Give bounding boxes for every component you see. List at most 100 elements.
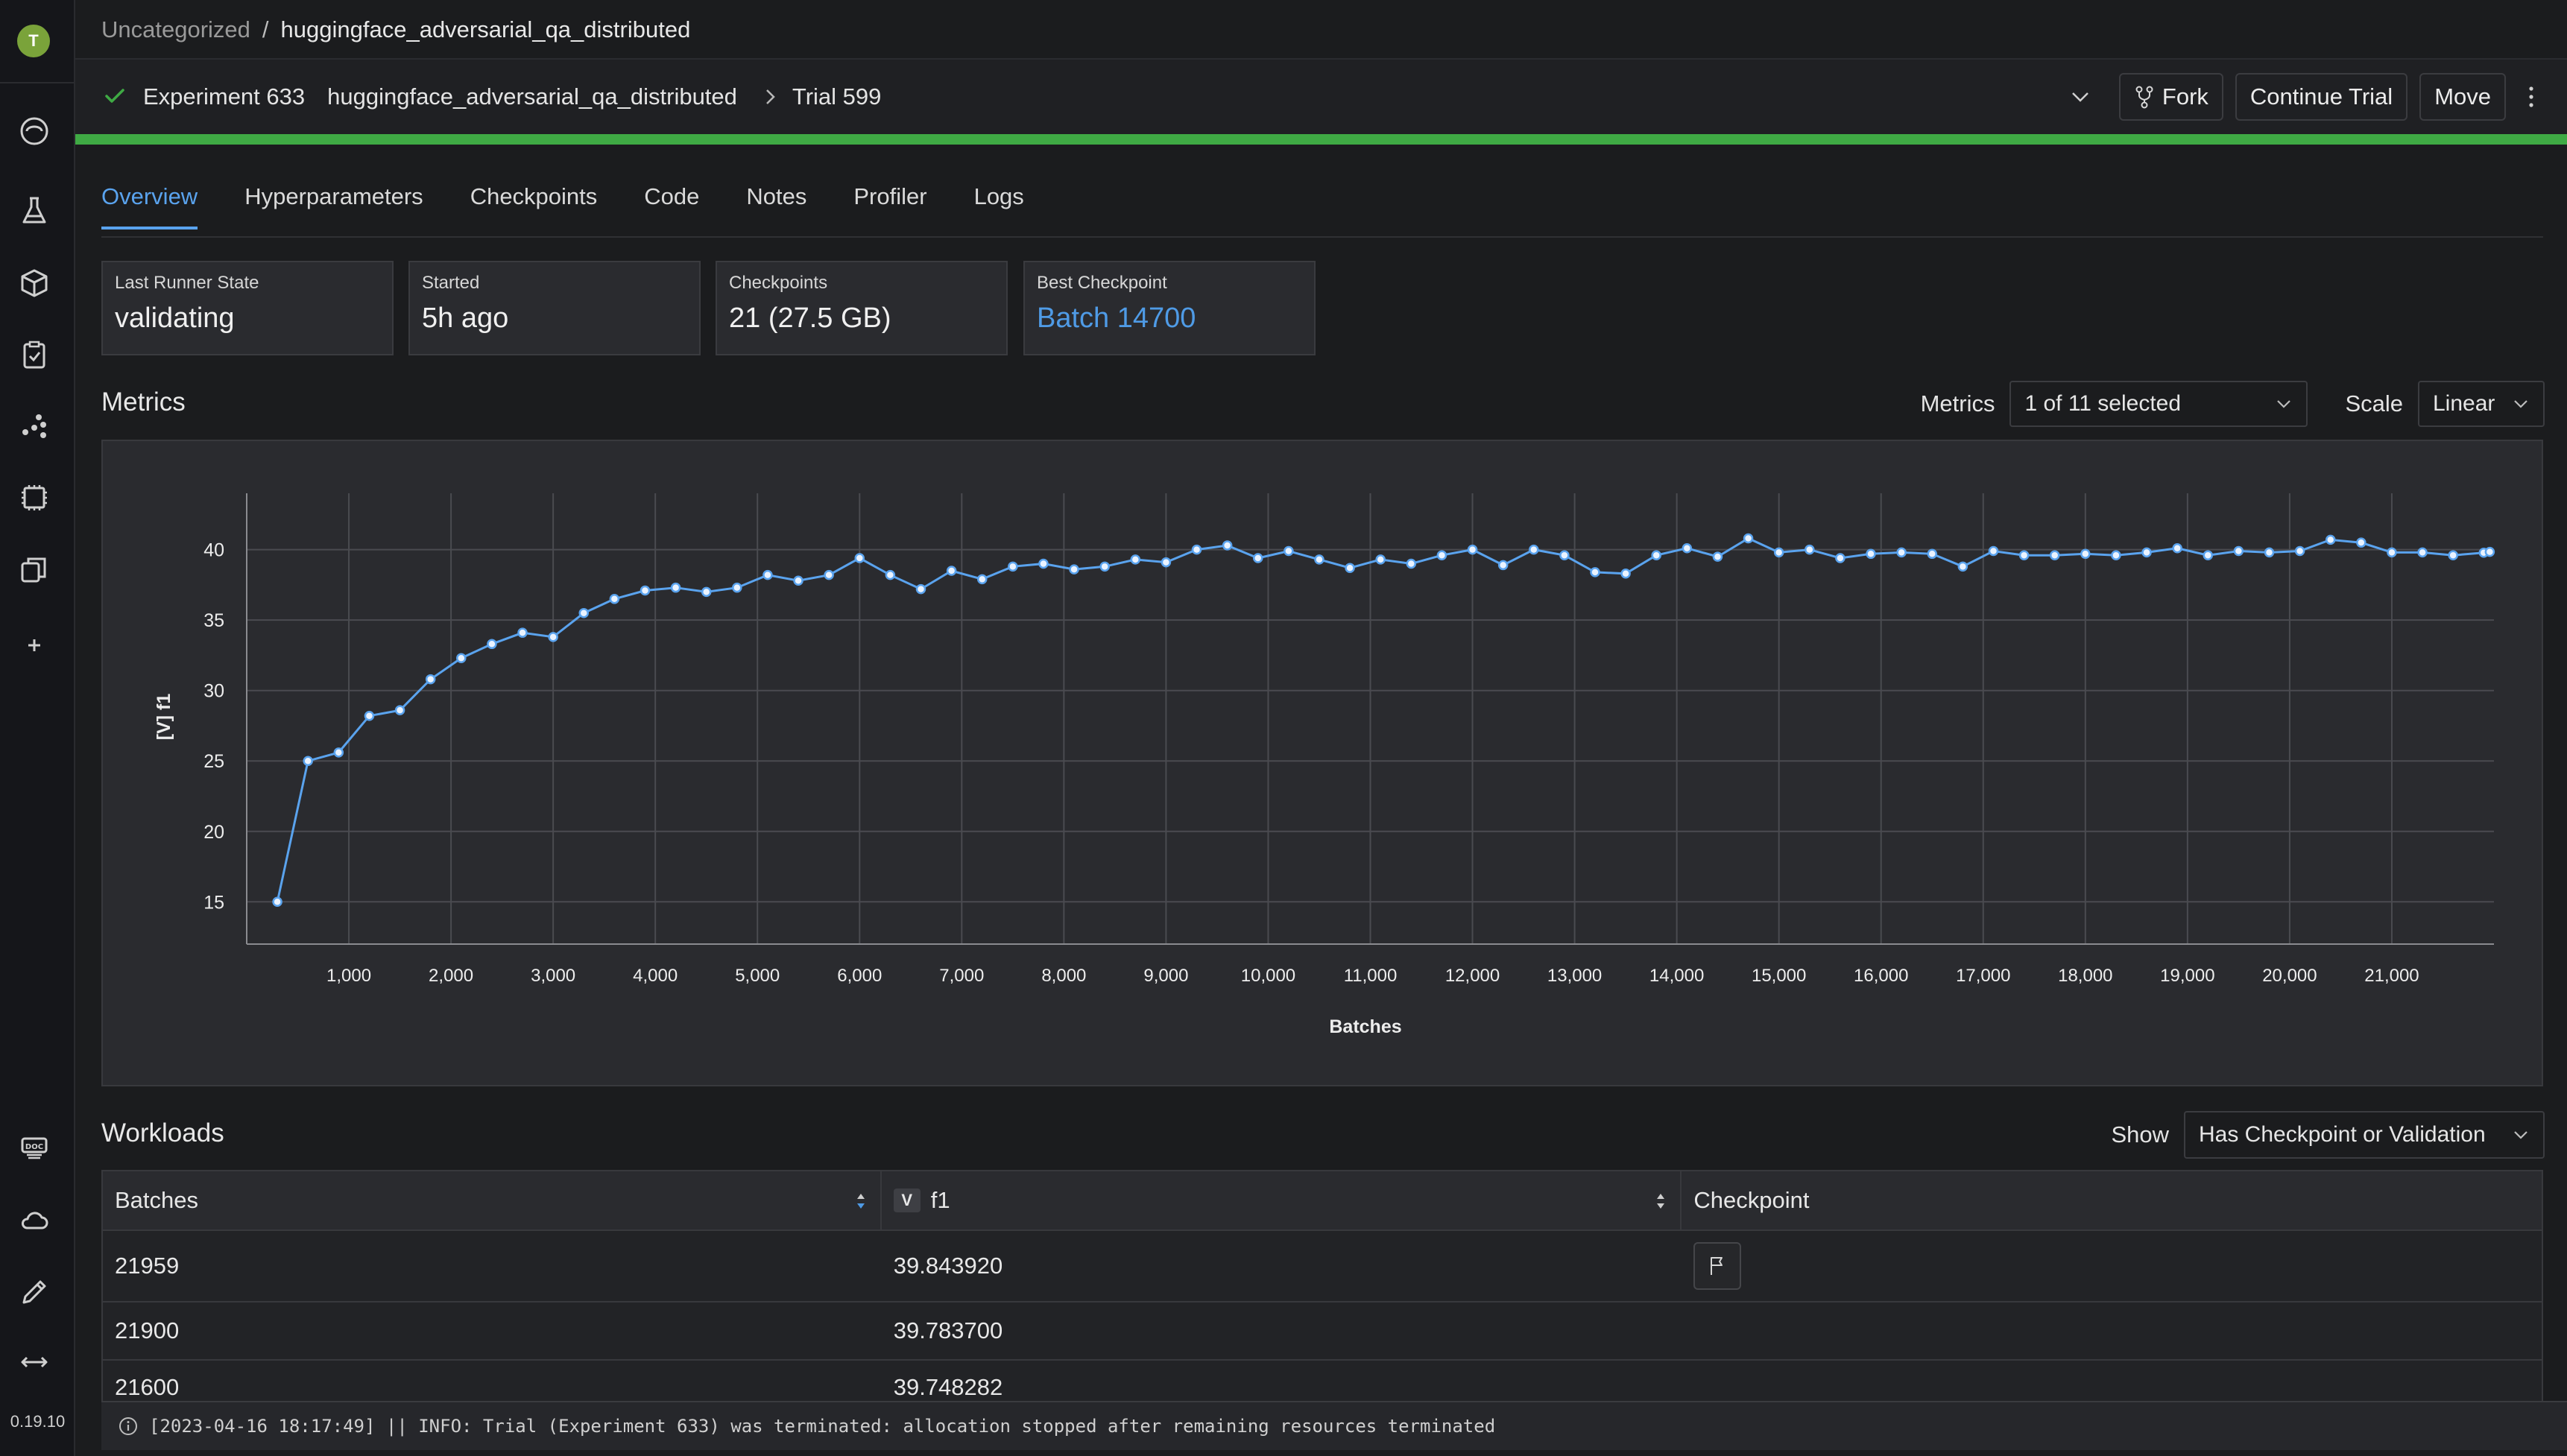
chart-data-point[interactable] bbox=[793, 575, 803, 586]
metrics-chart[interactable]: 1,000 2,000 3,000 4,000 5,000 6,000 7,000 8,000… bbox=[103, 441, 2545, 1088]
chart-data-point[interactable] bbox=[1099, 561, 1110, 572]
chart-data-point[interactable] bbox=[1191, 544, 1202, 555]
chart-data-point[interactable] bbox=[2141, 547, 2152, 558]
chart-data-point[interactable] bbox=[1284, 545, 1294, 557]
chart-data-point[interactable] bbox=[762, 569, 773, 580]
chart-data-point[interactable] bbox=[394, 705, 405, 715]
chart-data-point[interactable] bbox=[2080, 548, 2091, 560]
chart-data-point[interactable] bbox=[2203, 550, 2214, 560]
docs-icon[interactable]: DOC bbox=[16, 1130, 52, 1165]
chart-data-point[interactable] bbox=[2172, 542, 2182, 554]
chart-data-point[interactable] bbox=[2325, 534, 2336, 545]
chart-data-point[interactable] bbox=[701, 586, 712, 598]
chart-data-point[interactable] bbox=[1529, 544, 1539, 555]
chart-data-point[interactable] bbox=[1682, 542, 1693, 554]
column-batches[interactable]: Batches bbox=[103, 1171, 882, 1229]
chart-data-point[interactable] bbox=[1559, 550, 1570, 560]
chart-data-point[interactable] bbox=[1222, 540, 1233, 551]
plus-icon[interactable] bbox=[16, 627, 52, 663]
chart-data-point[interactable] bbox=[1712, 551, 1723, 562]
tab-code[interactable]: Code bbox=[644, 183, 700, 209]
cluster-icon[interactable] bbox=[16, 408, 52, 444]
scale-select[interactable]: Linear bbox=[2418, 381, 2545, 427]
chart-data-point[interactable] bbox=[609, 594, 620, 604]
chart-data-point[interactable] bbox=[2264, 547, 2275, 558]
pencil-icon[interactable] bbox=[16, 1274, 52, 1310]
chart-data-point[interactable] bbox=[487, 639, 497, 650]
chart-data-point[interactable] bbox=[333, 747, 344, 758]
chart-data-point[interactable] bbox=[517, 627, 528, 638]
chart-data-point[interactable] bbox=[2356, 537, 2366, 548]
clipboard-icon[interactable] bbox=[16, 337, 52, 373]
best-checkpoint-link[interactable]: Batch 14700 bbox=[1037, 303, 1196, 334]
flask-icon[interactable] bbox=[16, 192, 52, 228]
chart-data-point[interactable] bbox=[1927, 548, 1937, 560]
fork-button[interactable]: Fork bbox=[2118, 73, 2223, 121]
continue-trial-button[interactable]: Continue Trial bbox=[2235, 73, 2408, 121]
chart-data-point[interactable] bbox=[854, 553, 865, 563]
chart-data-point[interactable] bbox=[1620, 569, 1631, 579]
chart-data-point[interactable] bbox=[1866, 548, 1876, 560]
chart-data-point[interactable] bbox=[1161, 557, 1172, 568]
chart-data-point[interactable] bbox=[1314, 554, 1324, 565]
table-row[interactable]: 21900 39.783700 bbox=[103, 1303, 2542, 1361]
chart-data-point[interactable] bbox=[1896, 547, 1907, 558]
chart-data-point[interactable] bbox=[1497, 560, 1509, 571]
expand-icon[interactable] bbox=[16, 1344, 52, 1380]
move-button[interactable]: Move bbox=[2419, 73, 2506, 121]
tab-logs[interactable]: Logs bbox=[973, 183, 1024, 209]
chart-data-point[interactable] bbox=[2018, 550, 2030, 560]
chart-data-point[interactable] bbox=[1345, 563, 1355, 573]
column-f1[interactable]: V f1 bbox=[882, 1171, 1682, 1229]
chart-data-point[interactable] bbox=[1375, 554, 1386, 565]
chart-data-point[interactable] bbox=[2448, 550, 2458, 560]
workloads-filter-select[interactable]: Has Checkpoint or Validation bbox=[2184, 1111, 2545, 1159]
copy-icon[interactable] bbox=[16, 551, 52, 587]
table-row[interactable]: 21600 39.748282 bbox=[103, 1361, 2542, 1405]
expand-caret-button[interactable] bbox=[2058, 73, 2103, 121]
tab-notes[interactable]: Notes bbox=[746, 183, 807, 209]
chart-data-point[interactable] bbox=[885, 569, 896, 580]
chart-data-point[interactable] bbox=[2294, 545, 2305, 557]
tab-profiler[interactable]: Profiler bbox=[853, 183, 927, 209]
chart-data-point[interactable] bbox=[1590, 567, 1600, 577]
sort-icon[interactable] bbox=[855, 1189, 867, 1213]
tab-hyperparameters[interactable]: Hyperparameters bbox=[244, 183, 423, 209]
chart-data-point[interactable] bbox=[1253, 553, 1263, 563]
chart-data-point[interactable] bbox=[1008, 561, 1018, 572]
chart-data-point[interactable] bbox=[364, 710, 375, 721]
tab-overview[interactable]: Overview bbox=[101, 183, 198, 230]
chart-data-point[interactable] bbox=[2233, 545, 2244, 557]
chart-data-point[interactable] bbox=[425, 674, 436, 685]
chart-data-point[interactable] bbox=[1773, 547, 1784, 558]
more-actions-button[interactable] bbox=[2518, 73, 2545, 121]
chart-data-point[interactable] bbox=[1436, 550, 1447, 560]
chart-data-point[interactable] bbox=[732, 582, 742, 593]
card-best-checkpoint[interactable]: Best Checkpoint Batch 14700 bbox=[1023, 261, 1316, 355]
chart-data-point[interactable] bbox=[670, 582, 681, 593]
chart-data-point[interactable] bbox=[456, 653, 467, 663]
chart-data-point[interactable] bbox=[272, 896, 282, 908]
user-avatar[interactable]: T bbox=[17, 25, 50, 57]
chart-data-point[interactable] bbox=[1988, 545, 1999, 557]
chart-data-point[interactable] bbox=[1069, 564, 1079, 575]
chart-data-point[interactable] bbox=[1743, 533, 1754, 544]
sort-icon[interactable] bbox=[1655, 1189, 1667, 1213]
logo-icon[interactable] bbox=[16, 113, 52, 149]
metrics-select[interactable]: 1 of 11 selected bbox=[2009, 381, 2308, 427]
chart-data-point[interactable] bbox=[548, 632, 558, 642]
breadcrumb-parent[interactable]: Uncategorized bbox=[101, 16, 250, 42]
chart-data-point[interactable] bbox=[640, 585, 651, 596]
chart-data-point[interactable] bbox=[1130, 554, 1141, 565]
cloud-icon[interactable] bbox=[16, 1203, 52, 1238]
cube-icon[interactable] bbox=[16, 265, 52, 301]
chart-data-point[interactable] bbox=[1406, 558, 1417, 569]
chart-data-point[interactable] bbox=[1038, 558, 1049, 569]
table-row[interactable]: 21959 39.843920 bbox=[103, 1231, 2542, 1303]
chart-data-point[interactable] bbox=[946, 566, 957, 576]
chart-data-point[interactable] bbox=[1467, 544, 1478, 555]
chart-data-point[interactable] bbox=[2484, 546, 2495, 557]
chart-data-point[interactable] bbox=[2417, 547, 2428, 558]
chart-data-point[interactable] bbox=[1805, 544, 1815, 555]
chart-data-point[interactable] bbox=[1835, 553, 1845, 563]
